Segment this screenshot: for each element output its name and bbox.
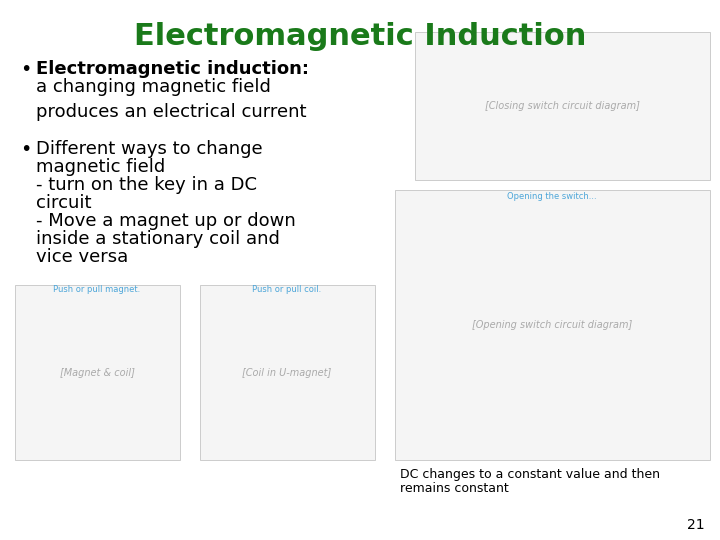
- Text: 21: 21: [688, 518, 705, 532]
- Bar: [200, 285, 375, 460]
- Text: [Closing switch circuit diagram]: [Closing switch circuit diagram]: [485, 101, 639, 111]
- Text: Electromagnetic induction:: Electromagnetic induction:: [36, 60, 309, 78]
- Text: Push or pull magnet.: Push or pull magnet.: [53, 285, 140, 294]
- Text: Different ways to change: Different ways to change: [36, 140, 263, 158]
- Text: a changing magnetic field
produces an electrical current: a changing magnetic field produces an el…: [36, 78, 307, 121]
- Text: remains constant: remains constant: [400, 482, 509, 495]
- Text: [Coil in U-magnet]: [Coil in U-magnet]: [243, 368, 332, 378]
- Text: DC changes to a constant value and then: DC changes to a constant value and then: [400, 468, 660, 481]
- Text: Electromagnetic Induction: Electromagnetic Induction: [134, 22, 586, 51]
- Text: Push or pull coil.: Push or pull coil.: [253, 285, 322, 294]
- Text: - Move a magnet up or down: - Move a magnet up or down: [36, 212, 296, 230]
- Text: Opening the switch...: Opening the switch...: [507, 192, 597, 201]
- Text: •: •: [20, 60, 32, 79]
- Text: circuit: circuit: [36, 194, 91, 212]
- Bar: [415, 32, 710, 180]
- Text: magnetic field: magnetic field: [36, 158, 166, 176]
- Bar: [15, 285, 180, 460]
- Text: [Opening switch circuit diagram]: [Opening switch circuit diagram]: [472, 320, 632, 330]
- Text: - turn on the key in a DC: - turn on the key in a DC: [36, 176, 257, 194]
- Text: vice versa: vice versa: [36, 248, 128, 266]
- Text: [Magnet & coil]: [Magnet & coil]: [60, 368, 135, 378]
- Bar: [395, 190, 710, 460]
- Text: •: •: [20, 140, 32, 159]
- Text: inside a stationary coil and: inside a stationary coil and: [36, 230, 280, 248]
